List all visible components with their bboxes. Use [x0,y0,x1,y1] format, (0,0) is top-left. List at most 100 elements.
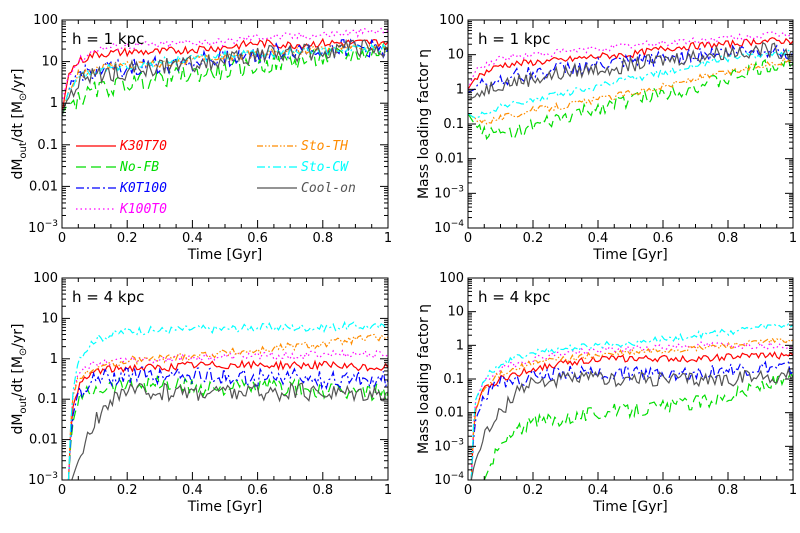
y-tick-label: 0.1 [37,138,58,153]
x-tick-label: 0.8 [312,483,333,498]
series-line-cool-on [71,381,388,480]
x-tick-label: 0.2 [523,483,544,498]
series-line-k100t0 [62,26,388,104]
y-tick-label: 10−4 [434,471,464,488]
y-tick-label: 10 [447,305,464,320]
series-group [470,322,793,480]
y-axis-label: dMout/dt [M⊙/yr] [10,68,29,179]
y-tick-label: 0.01 [29,179,58,194]
x-tick-label: 0.6 [653,483,674,498]
y-tick-label: 0.1 [37,392,58,407]
x-axis-label: Time [Gyr] [187,247,263,263]
series-line-no-fb [67,374,388,480]
x-tick-label: 0.2 [523,231,544,246]
x-tick-label: 0.2 [117,231,138,246]
y-tick-label: 10−3 [434,437,464,454]
x-tick-label: 0.4 [588,231,609,246]
y-tick-label: 10−3 [28,219,58,236]
y-tick-label: 100 [33,13,58,28]
y-tick-label: 100 [439,271,464,286]
x-tick-label: 1 [789,231,797,246]
y-tick-label: 100 [439,13,464,28]
series-line-cool-on [470,366,793,480]
legend-label: No-FB [119,160,159,175]
x-axis-label: Time [Gyr] [187,499,263,515]
y-axis-label: dMout/dt [M⊙/yr] [10,323,29,434]
y-tick-label: 0.01 [435,406,464,421]
y-tick-label: 0.01 [29,433,58,448]
x-tick-label: 0 [58,231,66,246]
x-tick-label: 1 [789,483,797,498]
y-tick-label: 100 [33,271,58,286]
x-tick-label: 0.8 [718,483,739,498]
panel-label: h = 1 kpc [478,30,550,48]
plot-frame [467,19,794,229]
y-axis-label: Mass loading factor η [416,304,432,454]
series-line-k30t70 [67,359,388,480]
y-tick-label: 10 [41,55,58,70]
x-tick-label: 0 [464,483,472,498]
series-line-sto-th [468,56,793,125]
legend: K30T70 No-FB K0T100 K100T0 Sto-TH Sto-CW Cool-… [76,139,356,217]
x-tick-label: 0.6 [653,231,674,246]
panel-label: h = 4 kpc [72,288,144,306]
x-tick-label: 0.4 [182,231,203,246]
y-tick-label: 10−3 [28,471,58,488]
x-tick-label: 0.2 [117,483,138,498]
series-line-cool-on [468,41,793,101]
y-axis-label: Mass loading factor η [416,49,432,199]
y-tick-label: 10−4 [434,219,464,236]
y-tick-label: 1 [50,96,58,111]
series-line-cool-on [62,38,388,116]
x-tick-label: 0.8 [312,231,333,246]
y-tick-label: 0.1 [443,372,464,387]
y-tick-label: 10−3 [434,184,464,201]
legend-label: Sto-CW [301,160,349,175]
series-line-sto-cw [468,49,793,119]
series-line-k100t0 [67,349,388,480]
x-tick-label: 0.4 [182,483,203,498]
legend-label: K30T70 [119,139,167,154]
legend-label: K100T0 [119,202,167,217]
x-tick-label: 1 [384,483,392,498]
plot-frame [61,277,389,481]
y-tick-label: 10 [447,48,464,63]
series-line-sto-cw [470,322,793,480]
x-axis-label: Time [Gyr] [592,499,668,515]
series-line-no-fb [483,370,793,480]
panel-1: 0 0.2 0.4 0.6 0.8 1 10−3 0.01 0.1 1 10 100 Time [Gyr… [10,13,392,263]
x-tick-label: 0.4 [588,483,609,498]
y-tick-label: 1 [456,82,464,97]
series-line-sto-cw [67,320,388,480]
y-tick-label: 0.1 [443,117,464,132]
x-tick-label: 0 [58,483,66,498]
series-line-no-fb [468,55,793,141]
panel-2: 0 0.2 0.4 0.6 0.8 1 10−4 10−3 0.01 0.1 1 10 100 Time … [416,13,797,263]
panel-label: h = 1 kpc [72,30,144,48]
x-tick-label: 0.6 [247,231,268,246]
series-line-sto-th [470,337,793,480]
y-tick-label: 1 [456,338,464,353]
x-tick-label: 0 [464,231,472,246]
series-line-k30t70 [470,350,793,480]
panel-label: h = 4 kpc [478,288,550,306]
y-tick-label: 10 [41,311,58,326]
series-group [468,31,793,141]
legend-label: K0T100 [119,181,167,196]
x-tick-label: 1 [384,231,392,246]
legend-label: Sto-TH [301,139,348,154]
series-line-k0t100 [67,366,388,480]
x-tick-label: 0.6 [247,483,268,498]
series-group [67,320,388,480]
panel-4: 0 0.2 0.4 0.6 0.8 1 10−4 10−3 0.01 0.1 1 10 100 Time … [416,271,797,515]
series-line-k30t70 [62,37,388,116]
y-tick-label: 1 [50,352,58,367]
x-tick-label: 0.8 [718,231,739,246]
series-line-sto-cw [62,43,388,116]
series-group [62,26,388,116]
series-line-sto-th [67,333,388,480]
series-line-k100t0 [470,340,793,480]
x-axis-label: Time [Gyr] [592,247,668,263]
y-tick-label: 0.01 [435,152,464,167]
